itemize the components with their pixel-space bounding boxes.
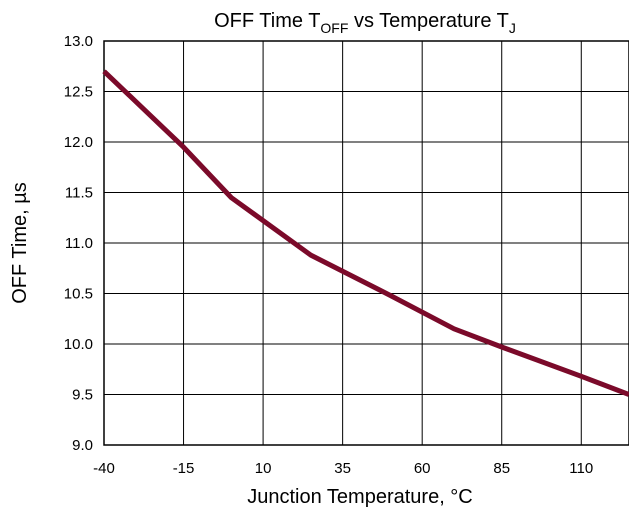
y-tick-label: 10.0 xyxy=(64,336,93,353)
grid xyxy=(103,40,629,446)
y-tick-label: 9.0 xyxy=(72,437,93,454)
chart-title-main: OFF Time T xyxy=(214,10,320,32)
y-axis-label: OFF Time, µs xyxy=(9,182,31,304)
y-tick-label: 10.5 xyxy=(64,286,93,303)
y-tick-label: 12.5 xyxy=(64,84,93,101)
chart-title: OFF Time TOFF vs Temperature TJ xyxy=(214,10,516,36)
chart-title-sub-j: J xyxy=(509,20,516,36)
y-tick-label: 11.0 xyxy=(65,235,93,252)
series-line-0 xyxy=(102,69,629,397)
series-layer xyxy=(102,69,629,397)
x-tick-label: 110 xyxy=(569,460,593,477)
y-tick-label: 11.5 xyxy=(65,185,93,202)
x-tick-label: 85 xyxy=(493,460,510,477)
x-tick-label: -40 xyxy=(93,460,115,477)
y-tick-label: 12.0 xyxy=(64,134,93,151)
x-axis-tick-labels: -40 -15 10 35 60 85 110 xyxy=(93,460,593,477)
y-tick-label: 9.5 xyxy=(72,387,93,404)
x-tick-label: 60 xyxy=(414,460,431,477)
x-tick-label: -15 xyxy=(173,460,195,477)
chart-title-mid: vs Temperature T xyxy=(348,10,508,32)
y-axis-tick-labels: 9.0 9.5 10.0 10.5 11.0 11.5 12.0 12.5 13.0 xyxy=(64,33,93,454)
plot-area xyxy=(103,40,629,446)
x-tick-label: 35 xyxy=(334,460,351,477)
chart-title-sub-off: OFF xyxy=(320,20,348,36)
x-axis-label: Junction Temperature, °C xyxy=(247,486,473,508)
y-tick-label: 13.0 xyxy=(64,33,93,50)
x-tick-label: 10 xyxy=(255,460,272,477)
